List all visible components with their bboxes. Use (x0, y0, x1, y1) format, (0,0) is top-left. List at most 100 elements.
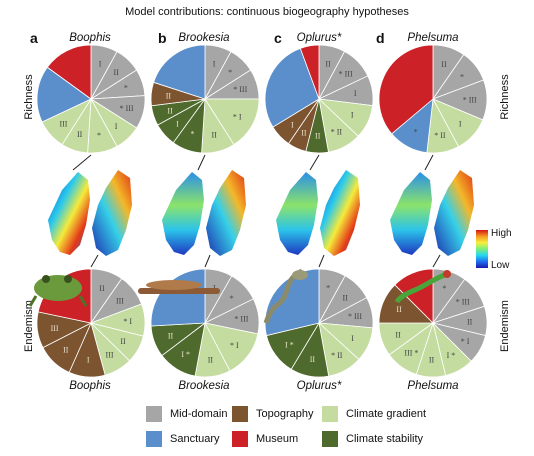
map-continuous-c (276, 172, 318, 255)
pie-slice-label: II (325, 59, 331, 68)
pie-slice-label: II (168, 332, 174, 341)
pie-slice-label: I (176, 119, 179, 128)
colour-scale-bar (476, 230, 488, 268)
legend-item-topography: Topography (232, 406, 314, 422)
taxon-top-oplurus: Oplurus* (296, 32, 342, 44)
legend-item-mid-domain: Mid-domain (146, 406, 227, 422)
pie-slice-museum (299, 44, 320, 100)
pie-slice-label: * III (456, 297, 470, 306)
pie-slice-label: * III (463, 96, 477, 105)
pie-slice-label: * I (461, 337, 470, 346)
panel-letter-c: c (274, 30, 282, 46)
panel-letter-b: b (158, 30, 167, 46)
pie-slice-label: I (351, 111, 354, 120)
map-grid-b (206, 170, 246, 256)
pie-slice-label: II (167, 106, 173, 115)
pie-slice-label: II (77, 130, 83, 139)
connector-line (197, 154, 206, 171)
legend-swatch (146, 406, 162, 422)
pie-slice-label: * (442, 284, 446, 293)
pie-endemism-phelsuma: * * III II * I I * II III * II II (378, 268, 488, 378)
taxon-bottom-boophis: Boophis (69, 380, 111, 392)
pie-slice-label: I (459, 120, 462, 129)
pie-slice-label: * III (234, 314, 248, 323)
pie-slice-label: II (301, 128, 307, 137)
pie-slice-climate-gradient (204, 98, 260, 146)
legend-item-museum: Museum (232, 431, 298, 447)
pie-slice-sanctuary (264, 268, 320, 337)
pie-slice-label: * I (233, 113, 242, 122)
pie-slice-label: * III (233, 85, 247, 94)
pie-slice-label: III (59, 119, 67, 128)
connector-line (309, 154, 320, 171)
pie-slice-label: II (395, 330, 401, 339)
pie-slice-label: II (63, 346, 69, 355)
pie-slice-label: III (51, 324, 59, 333)
pie-slice-label: * (230, 294, 234, 303)
connector-line (90, 254, 99, 268)
scale-high-label: High (491, 228, 512, 239)
pie-slice-label: I (99, 59, 102, 68)
map-grid-d (434, 170, 474, 256)
figure-title: Model contributions: continuous biogeogr… (125, 6, 409, 18)
pie-slice-label: II (211, 131, 217, 140)
pie-slice-label: I * (181, 350, 190, 359)
pie-slice-sanctuary (264, 47, 320, 128)
frog-illustration (28, 275, 88, 307)
iguana-illustration (263, 268, 308, 324)
gecko-illustration (395, 270, 451, 304)
pie-slice-label: I (87, 356, 90, 365)
pie-slice-label: II (99, 284, 105, 293)
pie-slice-label: * (326, 283, 330, 292)
pie-slice-label: I * (447, 351, 456, 360)
pie-slice-label: II (343, 293, 349, 302)
pie-slice-label: II (396, 305, 402, 314)
chameleon-illustration (138, 280, 220, 294)
pie-slice-label: I (351, 334, 354, 343)
legend-item-climate-stability: Climate stability (322, 431, 423, 447)
pie-slice-label: * I (230, 341, 239, 350)
pie-slice-label: II (310, 355, 316, 364)
connector-line (424, 154, 434, 171)
pie-slice-label: II (429, 356, 435, 365)
map-continuous-a (48, 172, 90, 255)
map-grid-c (320, 170, 360, 256)
pie-slice-label: * (191, 130, 195, 139)
pie-slice-label: * I (123, 317, 132, 326)
pie-slice-label: * II (331, 127, 343, 136)
taxon-top-boophis: Boophis (69, 32, 111, 44)
pie-slice-label: II (315, 132, 321, 141)
pie-slice-label: II (441, 60, 447, 69)
pie-slice-label: * II (331, 351, 343, 360)
legend-item-sanctuary: Sanctuary (146, 431, 220, 447)
pie-slice-museum (46, 44, 92, 100)
panel-letter-a: a (30, 30, 38, 46)
map-grid-a (92, 170, 132, 256)
legend-swatch (232, 406, 248, 422)
connector-line (318, 254, 325, 268)
pie-slice-label: II (120, 337, 126, 346)
taxon-top-brookesia: Brookesia (178, 32, 230, 44)
legend-swatch (232, 431, 248, 447)
taxon-top-phelsuma: Phelsuma (407, 32, 459, 44)
pie-slice-sanctuary (153, 44, 206, 100)
taxon-bottom-phelsuma: Phelsuma (407, 380, 459, 392)
pie-slice-label: I (115, 122, 118, 131)
pie-slice-label: * III (348, 312, 362, 321)
pie-slice-label: III * (404, 349, 418, 358)
pie-slice-label: I (291, 120, 294, 129)
pie-slice-label: * III (339, 70, 353, 79)
pie-slice-label: * (460, 72, 464, 81)
map-continuous-b (162, 172, 204, 255)
taxon-bottom-brookesia: Brookesia (178, 380, 230, 392)
pie-slice-label: * II (434, 131, 446, 140)
pie-slice-label: I (213, 59, 216, 68)
pie-slice-sanctuary (36, 66, 92, 123)
pie-slice-museum (378, 44, 434, 135)
